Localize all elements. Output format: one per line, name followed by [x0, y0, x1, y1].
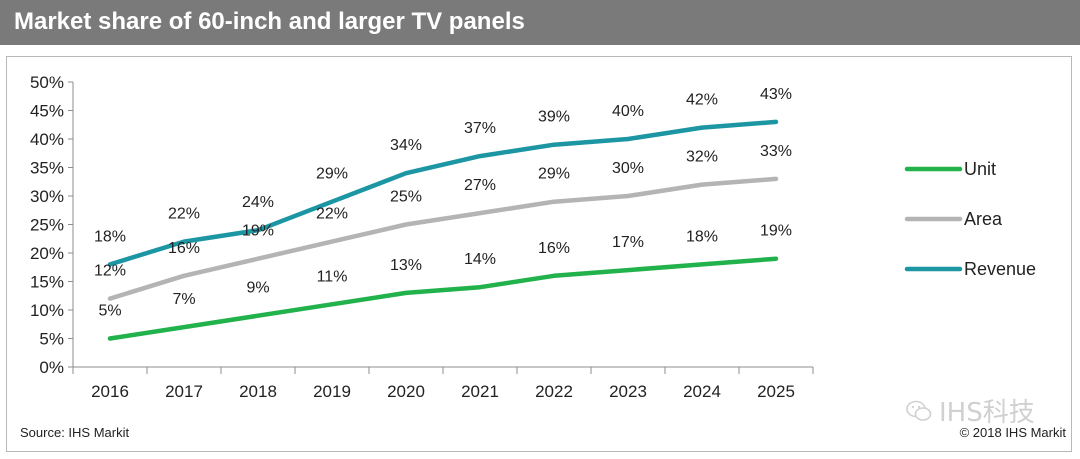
- data-label-area: 19%: [242, 223, 274, 240]
- data-label-area: 22%: [316, 206, 348, 223]
- data-label-area: 30%: [612, 160, 644, 177]
- data-label-revenue: 37%: [464, 120, 496, 137]
- data-label-revenue: 24%: [242, 194, 274, 211]
- y-tick-label: 35%: [30, 159, 64, 178]
- y-tick-label: 45%: [30, 102, 64, 121]
- chart-axes: 0% 5% 10% 15% 20% 25% 30% 35% 40% 45% 50% 2016 2017 2…: [30, 73, 814, 401]
- x-tick-label: 2017: [165, 382, 203, 401]
- legend-label-area: Area: [964, 209, 1003, 229]
- data-label-unit: 5%: [98, 303, 121, 320]
- data-label-area: 25%: [390, 189, 422, 206]
- legend-label-revenue: Revenue: [964, 259, 1036, 279]
- wechat-icon: [906, 400, 932, 421]
- data-label-area: 27%: [464, 177, 496, 194]
- chart-legend: Unit Area Revenue: [904, 159, 1036, 279]
- series-line-area: [107, 176, 779, 301]
- data-label-unit: 17%: [612, 234, 644, 251]
- chart-data-labels: 5% 7% 9% 11% 13% 14% 16% 17% 18% 19% 12% 16% 19% 22% 2…: [94, 86, 792, 320]
- data-label-unit: 13%: [390, 257, 422, 274]
- data-label-unit: 18%: [686, 228, 718, 245]
- data-label-revenue: 22%: [168, 206, 200, 223]
- source-note: Source: IHS Markit: [20, 425, 130, 440]
- x-tick-label: 2025: [757, 382, 795, 401]
- data-label-area: 33%: [760, 143, 792, 160]
- chart-frame: [6, 56, 1072, 452]
- data-label-revenue: 34%: [390, 137, 422, 154]
- x-tick-label: 2022: [535, 382, 573, 401]
- x-tick-label: 2023: [609, 382, 647, 401]
- data-label-revenue: 43%: [760, 86, 792, 103]
- data-label-unit: 16%: [538, 240, 570, 257]
- y-tick-label: 30%: [30, 187, 64, 206]
- y-tick-label: 10%: [30, 301, 64, 320]
- y-tick-label: 25%: [30, 216, 64, 235]
- series-line-revenue: [107, 119, 779, 267]
- data-label-unit: 9%: [246, 280, 269, 297]
- data-label-revenue: 39%: [538, 109, 570, 126]
- y-tick-label: 15%: [30, 273, 64, 292]
- x-tick-label: 2021: [461, 382, 499, 401]
- data-label-unit: 11%: [317, 268, 348, 285]
- legend-label-unit: Unit: [964, 159, 996, 179]
- y-tick-label: 40%: [30, 130, 64, 149]
- data-label-revenue: 40%: [612, 103, 644, 120]
- watermark: IHS科技: [905, 392, 1035, 429]
- title-bar: Market share of 60-inch and larger TV pa…: [0, 0, 1080, 45]
- y-tick-label: 5%: [39, 330, 64, 349]
- x-tick-label: 2016: [91, 382, 129, 401]
- series-line-unit: [107, 256, 779, 341]
- chart-series: [107, 119, 779, 341]
- watermark-text: IHS科技: [939, 398, 1035, 428]
- data-label-area: 12%: [94, 263, 126, 280]
- data-label-revenue: 29%: [316, 166, 348, 183]
- y-tick-label: 20%: [30, 244, 64, 263]
- data-label-unit: 19%: [760, 223, 792, 240]
- x-tick-label: 2019: [313, 382, 351, 401]
- data-label-unit: 7%: [172, 291, 195, 308]
- y-tick-label: 0%: [39, 358, 64, 377]
- x-tick-label: 2020: [387, 382, 425, 401]
- data-label-area: 29%: [538, 166, 570, 183]
- y-tick-label: 50%: [30, 73, 64, 92]
- data-label-unit: 14%: [464, 251, 496, 268]
- data-label-area: 32%: [686, 149, 718, 166]
- chart-title: Market share of 60-inch and larger TV pa…: [14, 8, 525, 35]
- data-label-revenue: 42%: [686, 92, 718, 109]
- x-tick-label: 2024: [683, 382, 721, 401]
- copyright-note: © 2018 IHS Markit: [959, 425, 1066, 440]
- data-label-area: 16%: [168, 240, 200, 257]
- data-label-revenue: 18%: [94, 228, 126, 245]
- x-tick-label: 2018: [239, 382, 277, 401]
